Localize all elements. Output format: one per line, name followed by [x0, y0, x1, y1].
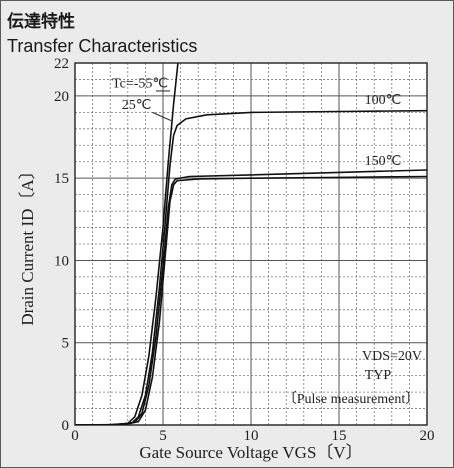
series-lines	[75, 63, 427, 425]
x-tick-label: 5	[159, 428, 167, 444]
annotation-pulse: 〔Pulse measurement〕	[283, 391, 419, 407]
y-tick-label: 10	[54, 253, 69, 269]
axes	[74, 62, 428, 426]
x-tick-label: 0	[71, 428, 79, 444]
series-label-2: 100℃	[365, 93, 402, 108]
chart-title-english: Transfer Characteristics	[7, 36, 198, 56]
annotation-vds: VDS=20V	[362, 349, 422, 364]
series-label-0: Tc=-55℃	[112, 77, 168, 92]
y-axis-title: Drain Current ID〔A〕	[18, 162, 37, 325]
chart-title-japanese: 伝達特性	[7, 12, 75, 32]
series-label-leader	[152, 111, 172, 122]
series-line-3	[75, 175, 427, 425]
x-axis-title: Gate Source Voltage VGS〔V〕	[139, 443, 362, 462]
x-tick-label: 20	[420, 428, 435, 444]
y-tick-label: 0	[62, 418, 70, 434]
annotation-typ: TYP	[365, 368, 392, 383]
series-labels: Tc=-55℃ 25℃ 100℃ 150℃	[112, 77, 401, 169]
plot-border	[74, 62, 428, 426]
series-line-1	[75, 109, 427, 425]
y-tick-label: 20	[54, 89, 69, 105]
y-tick-label: 15	[54, 171, 69, 187]
series-line-2	[75, 169, 427, 425]
grid	[75, 63, 427, 425]
y-tick-label: 22	[54, 56, 69, 72]
tick-labels: 0 5 10 15 20 0 5 10 15 20 22	[54, 56, 435, 444]
y-tick-label: 5	[62, 336, 70, 352]
x-tick-label: 15	[332, 428, 347, 444]
series-label-1: 25℃	[122, 98, 152, 113]
series-label-3: 150℃	[365, 154, 402, 169]
x-tick-label: 10	[244, 428, 259, 444]
